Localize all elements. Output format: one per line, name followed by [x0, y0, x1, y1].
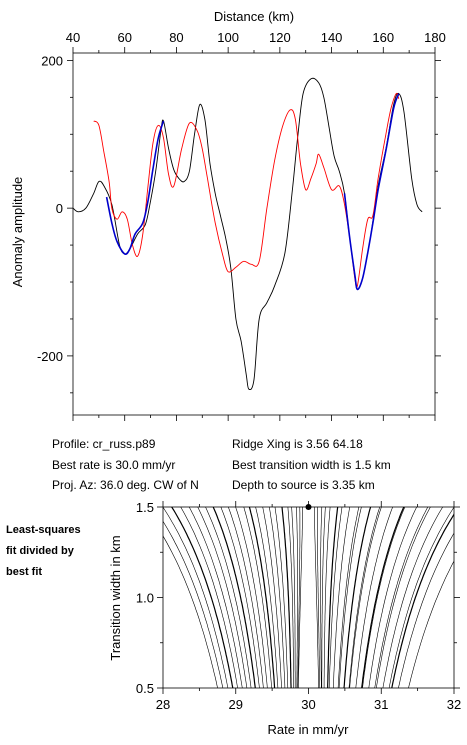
- contour-line-right: [323, 507, 331, 688]
- contour-line-left: [298, 507, 303, 688]
- contour-line-right: [338, 507, 362, 688]
- misfit-contour-chart: 28 29 30 31 32 0.5 1.0 1.5 Rate in mm/yr Transi…: [108, 500, 461, 737]
- contour-line-left: [205, 507, 252, 688]
- contour-line-right: [408, 560, 454, 688]
- ridge-crossing: Ridge Xing is 3.56 64.18: [232, 437, 363, 451]
- top-x-tick-label: 140: [321, 30, 343, 45]
- best-transition-width: Best transition width is 1.5 km: [232, 458, 391, 472]
- contour-line-left: [163, 507, 229, 688]
- bottom-y-tick-label: 0.5: [136, 681, 154, 696]
- contour-line-left: [228, 507, 264, 688]
- contour-line-left: [274, 507, 289, 688]
- top-x-tick-label: 60: [117, 30, 131, 45]
- side-note-line-1: Least-squares: [6, 524, 81, 536]
- contour-line-right: [391, 513, 454, 688]
- contour-line-right: [317, 507, 321, 688]
- anomaly-profile-chart: Distance (km) Anomaly amplitude 40 60 80 10…: [10, 9, 446, 421]
- contour-line-right: [355, 507, 393, 688]
- contour-line-right: [388, 507, 454, 688]
- contour-line-right: [348, 507, 380, 688]
- top-y-tick-label: 200: [41, 53, 63, 68]
- top-x-tick-label: 80: [169, 30, 183, 45]
- bottom-y-tick-label: 1.0: [136, 591, 154, 606]
- contour-line-left: [163, 535, 218, 688]
- contour-line-right: [382, 507, 443, 688]
- contour-line-left: [296, 507, 298, 688]
- contour-line-right: [349, 507, 382, 688]
- contour-line-right: [361, 507, 405, 688]
- contour-line-left: [281, 507, 292, 688]
- top-x-tick-label: 40: [66, 30, 80, 45]
- contour-line-right: [343, 507, 372, 688]
- bottom-x-axis-label: Rate in mm/yr: [268, 722, 350, 737]
- contour-line-right: [398, 532, 454, 688]
- top-y-axis-label: Anomaly amplitude: [10, 177, 25, 288]
- contour-line-right: [314, 507, 319, 688]
- contour-line-left: [243, 507, 272, 688]
- bottom-y-axis-label: Transition width in km: [108, 535, 123, 660]
- contour-line-left: [235, 507, 268, 688]
- contour-line-right: [327, 507, 339, 688]
- bottom-plot-frame: [162, 506, 455, 689]
- contour-line-left: [262, 507, 282, 688]
- contour-line-right: [321, 507, 326, 688]
- contour-line-left: [248, 507, 276, 688]
- contour-line-left: [291, 507, 296, 688]
- contour-line-right: [368, 507, 417, 688]
- contour-line-left: [163, 520, 224, 688]
- contour-line-left: [180, 507, 238, 688]
- top-x-tick-label: 100: [217, 30, 239, 45]
- top-x-axis-label: Distance (km): [214, 9, 294, 24]
- top-x-tick-label: 160: [372, 30, 394, 45]
- contour-line-right: [333, 507, 350, 688]
- contour-line-right: [376, 507, 431, 688]
- bottom-x-tick-label: 29: [229, 697, 243, 712]
- bottom-x-tick-label: 32: [447, 697, 461, 712]
- contour-line-right: [328, 507, 343, 688]
- bottom-x-tick-label: 31: [374, 697, 388, 712]
- contour-line-left: [171, 507, 234, 688]
- profile-name: Profile: cr_russ.p89: [52, 437, 156, 451]
- contour-line-right: [337, 507, 360, 688]
- contour-line-left: [287, 507, 294, 688]
- observed-anomaly-line: [72, 77, 423, 391]
- contour-line-left: [297, 507, 301, 688]
- bottom-y-tick-label: 1.5: [136, 500, 154, 515]
- side-note-line-2: fit divided by: [6, 545, 74, 557]
- contour-line-left: [212, 507, 256, 688]
- top-x-tick-label: 180: [424, 30, 446, 45]
- top-y-tick-label: 0: [56, 201, 63, 216]
- best-rate: Best rate is 30.0 mm/yr: [52, 458, 176, 472]
- fit-window-left-line: [105, 120, 165, 255]
- top-plot-frame: [72, 52, 436, 416]
- fit-window-right-line: [343, 93, 400, 291]
- contour-line-left: [197, 507, 248, 688]
- contour-line-right: [374, 507, 429, 688]
- top-x-tick-label: 120: [269, 30, 291, 45]
- depth-to-source: Depth to source is 3.35 km: [232, 478, 375, 492]
- contour-line-left: [188, 507, 243, 688]
- contour-line-left: [255, 507, 279, 688]
- bottom-x-tick-label: 28: [156, 697, 170, 712]
- projection-azimuth: Proj. Az: 36.0 deg. CW of N: [52, 478, 199, 492]
- contour-line-right: [362, 507, 406, 688]
- side-note-line-3: best fit: [6, 566, 43, 578]
- bottom-x-tick-label: 30: [301, 697, 315, 712]
- contour-line-right: [320, 507, 323, 688]
- top-y-tick-label: -200: [37, 349, 63, 364]
- contour-line-left: [220, 507, 260, 688]
- contour-line-left: [268, 507, 286, 688]
